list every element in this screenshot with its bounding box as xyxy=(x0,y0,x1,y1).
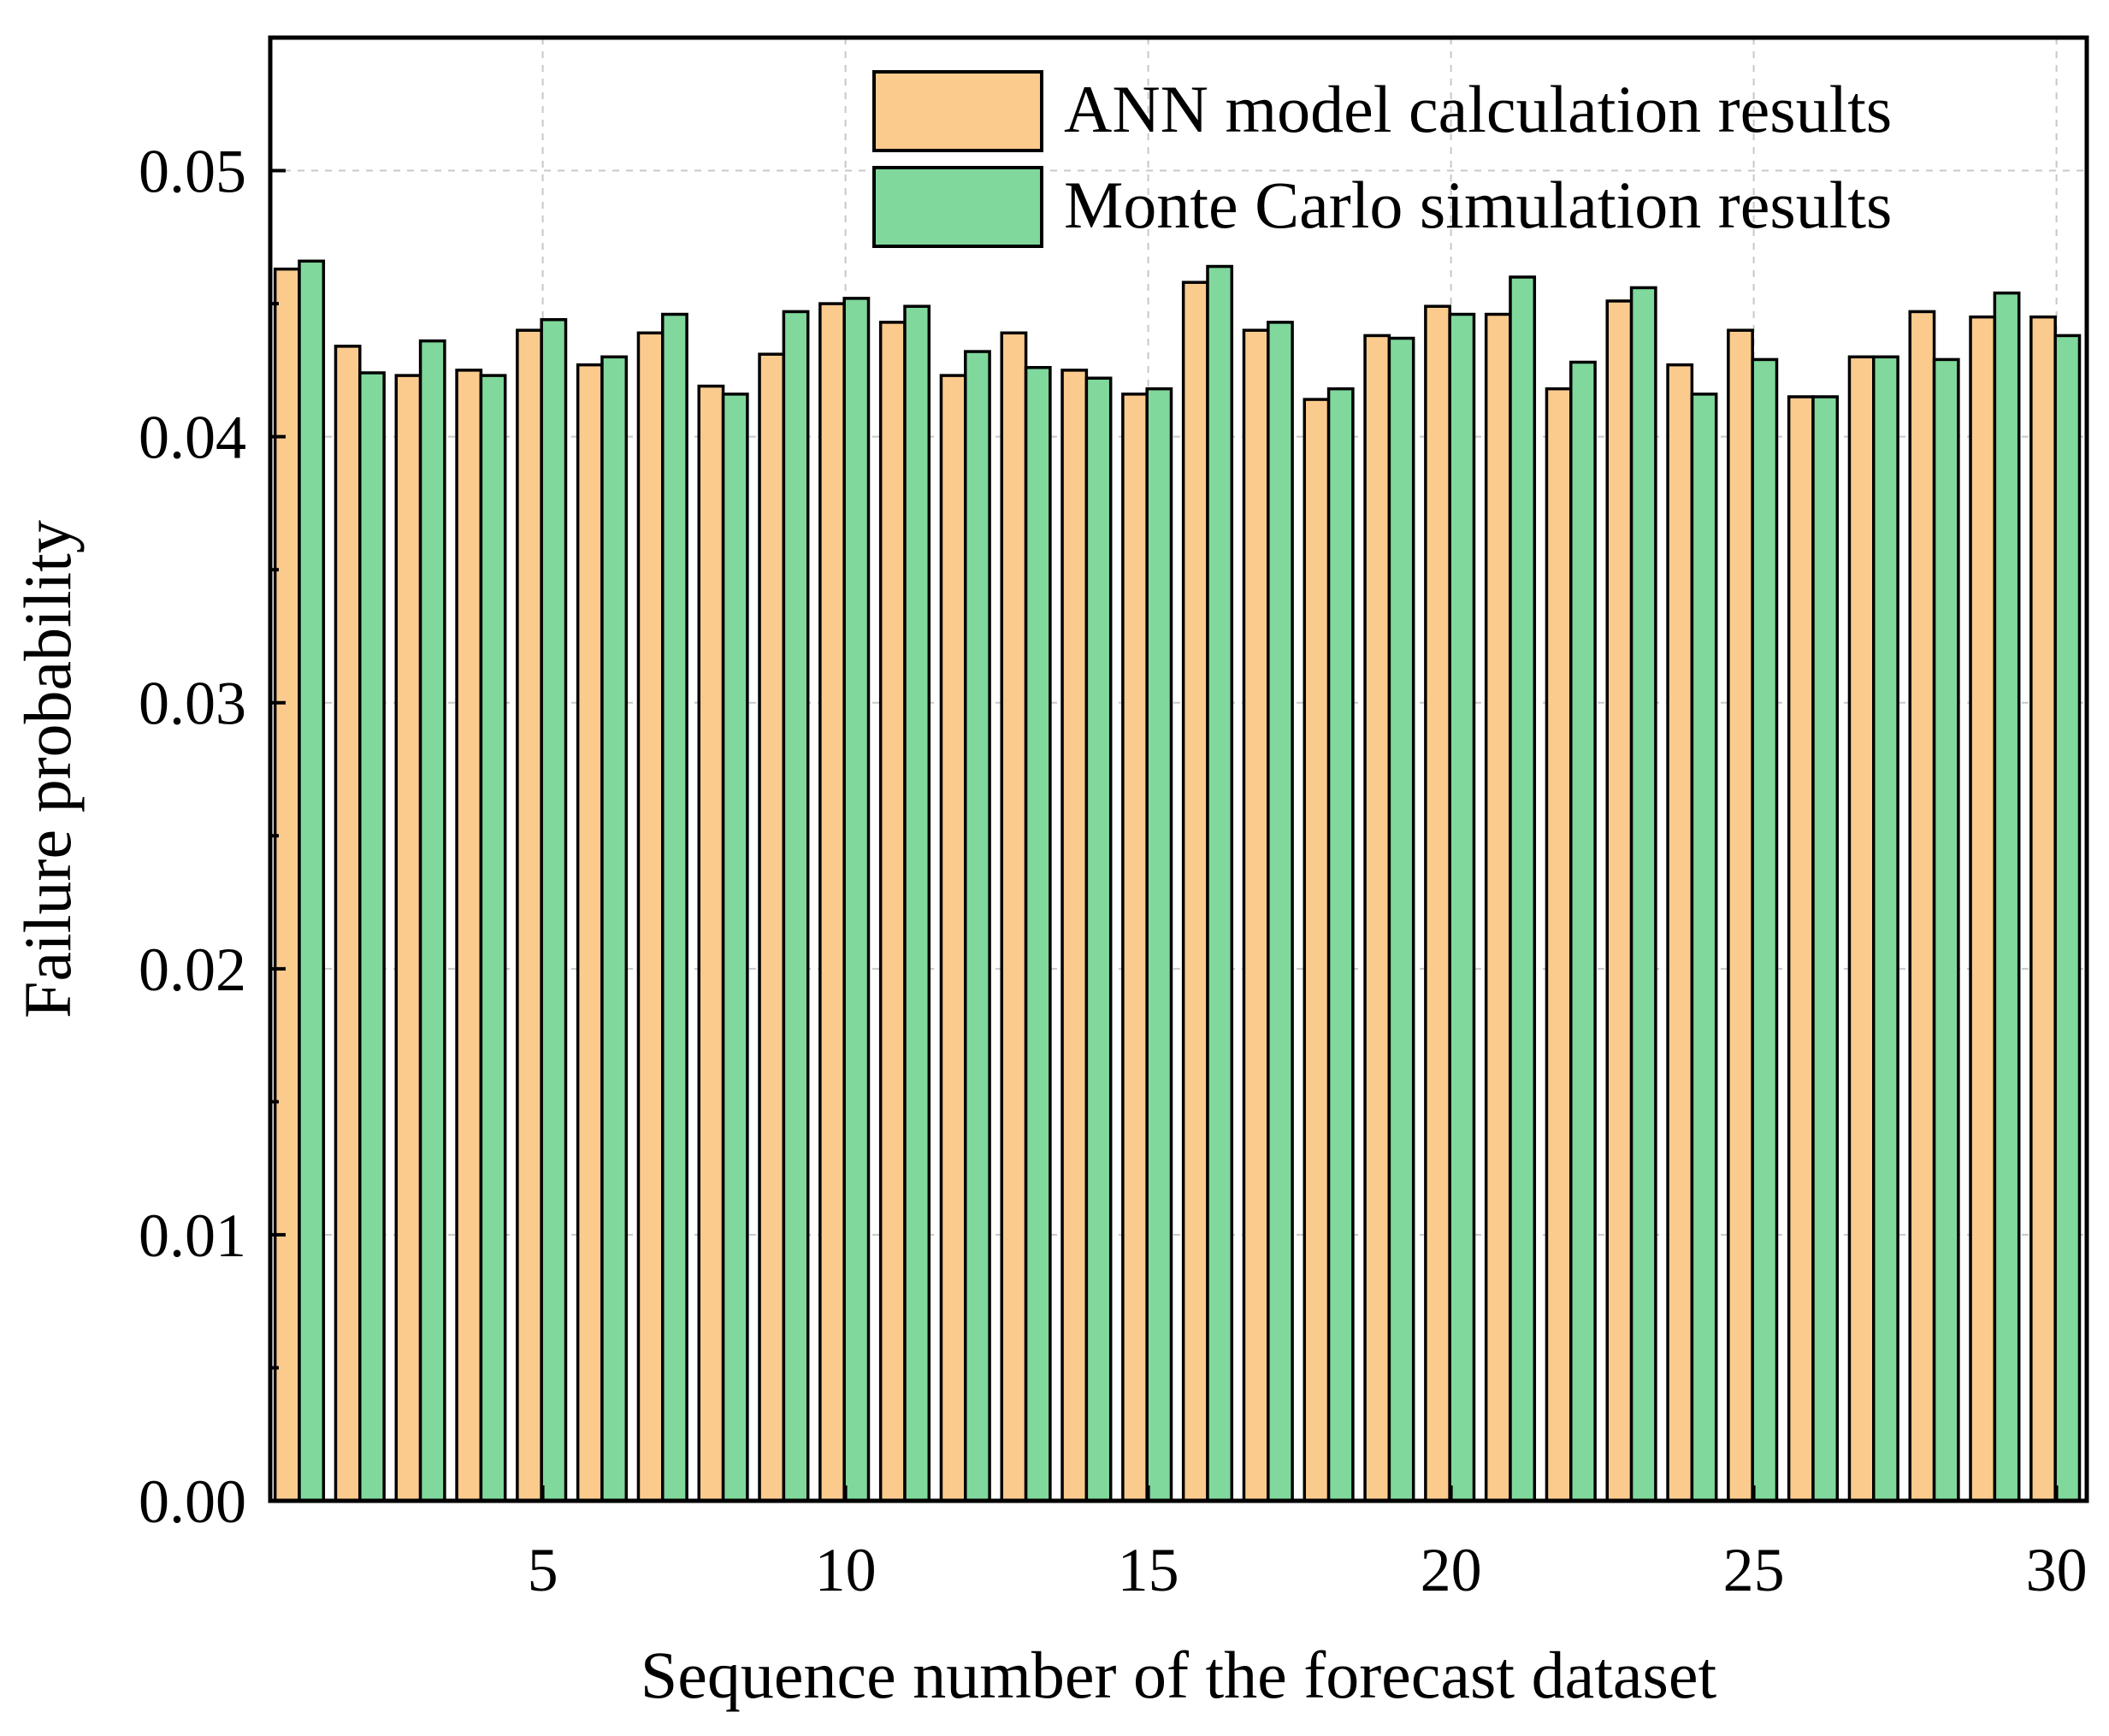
x-tick-label: 15 xyxy=(1118,1536,1179,1604)
bar-monte-carlo xyxy=(661,312,688,1503)
bar-ann xyxy=(697,384,725,1503)
bar-monte-carlo xyxy=(1326,387,1355,1503)
bar-ann xyxy=(1727,328,1754,1503)
x-tick-label: 30 xyxy=(2026,1536,2088,1604)
legend-swatch-ann xyxy=(872,70,1043,152)
bar-ann xyxy=(878,321,907,1503)
y-tick-label: 0.01 xyxy=(139,1202,246,1270)
bar-ann xyxy=(455,369,483,1503)
bar-ann xyxy=(939,374,967,1503)
y-tick-label: 0.02 xyxy=(139,936,246,1004)
bar-ann xyxy=(1363,334,1391,1503)
bars xyxy=(273,259,2082,1503)
bar-ann xyxy=(636,331,665,1503)
bar-monte-carlo xyxy=(1084,376,1113,1503)
bar-monte-carlo xyxy=(964,350,991,1503)
bar-ann xyxy=(1787,395,1815,1503)
bar-monte-carlo xyxy=(418,339,446,1503)
bar-ann xyxy=(1000,331,1028,1503)
bar-monte-carlo xyxy=(1811,395,1840,1503)
y-tick-label: 0.05 xyxy=(139,138,246,206)
legend: ANN model calculation results Monte Carl… xyxy=(872,70,1892,248)
bar-ann xyxy=(1484,312,1512,1503)
plot-frame xyxy=(268,35,2089,1503)
bar-monte-carlo xyxy=(1206,264,1234,1503)
bar-monte-carlo xyxy=(358,371,386,1503)
y-axis-title: Failure probability xyxy=(10,520,85,1019)
bar-ann xyxy=(1121,393,1149,1503)
legend-label-ann: ANN model calculation results xyxy=(1064,72,1892,146)
y-tick-label: 0.03 xyxy=(139,670,246,738)
bar-ann xyxy=(334,345,362,1503)
bar-monte-carlo xyxy=(1932,357,1960,1503)
bar-monte-carlo xyxy=(1872,355,1899,1503)
bar-ann xyxy=(758,352,786,1503)
bar-monte-carlo xyxy=(782,310,810,1503)
bar-ann xyxy=(1847,355,1876,1503)
bar-monte-carlo xyxy=(1448,312,1476,1503)
x-tick-label: 5 xyxy=(528,1536,558,1604)
x-axis-title: Sequence number of the forecast dataset xyxy=(641,1638,1717,1712)
bar-ann xyxy=(1545,387,1573,1503)
y-tick-labels: 0.00 0.01 0.02 0.03 0.04 0.05 xyxy=(139,138,246,1536)
x-tick-label: 10 xyxy=(815,1536,877,1604)
bar-ann xyxy=(1908,310,1936,1503)
bar-monte-carlo xyxy=(540,318,568,1503)
bar-monte-carlo xyxy=(1993,291,2021,1503)
bar-monte-carlo xyxy=(1145,387,1173,1503)
bar-ann xyxy=(1424,304,1451,1503)
y-tick-label: 0.00 xyxy=(139,1467,246,1536)
x-tick-label: 20 xyxy=(1421,1536,1482,1604)
bar-monte-carlo xyxy=(600,355,629,1503)
bar-monte-carlo xyxy=(2053,334,2082,1503)
legend-label-monte-carlo: Monte Carlo simulation results xyxy=(1064,168,1892,242)
bar-monte-carlo xyxy=(1751,357,1779,1503)
bar-ann xyxy=(516,328,543,1503)
bar-ann xyxy=(1181,280,1209,1503)
bar-monte-carlo xyxy=(298,259,326,1503)
bar-monte-carlo xyxy=(1267,321,1294,1503)
bar-ann xyxy=(818,302,846,1503)
x-tick-labels: 5 10 15 20 25 30 xyxy=(528,1536,2088,1604)
bar-monte-carlo xyxy=(1024,366,1052,1503)
bar-monte-carlo xyxy=(721,393,749,1503)
bar-monte-carlo xyxy=(903,304,931,1503)
axis-ticks xyxy=(270,168,2059,1503)
y-tick-label: 0.04 xyxy=(139,404,246,472)
bar-ann xyxy=(1060,369,1089,1503)
bar-monte-carlo xyxy=(1629,286,1657,1503)
bar-monte-carlo xyxy=(479,374,507,1503)
bar-monte-carlo xyxy=(1690,393,1718,1503)
bar-ann xyxy=(2029,315,2057,1503)
x-tick-label: 25 xyxy=(1723,1536,1785,1604)
bar-monte-carlo xyxy=(842,297,871,1503)
bar-monte-carlo xyxy=(1569,360,1597,1503)
bar-ann xyxy=(1242,328,1270,1503)
bar-ann xyxy=(394,374,422,1503)
bar-ann xyxy=(1969,315,1997,1503)
bar-ann xyxy=(1303,398,1331,1503)
bar-ann xyxy=(1666,363,1694,1503)
bar-ann xyxy=(273,267,301,1503)
bar-ann xyxy=(1605,299,1633,1503)
bar-monte-carlo xyxy=(1509,275,1537,1503)
legend-swatch-monte-carlo xyxy=(872,166,1043,248)
bar-ann xyxy=(576,363,604,1503)
bar-monte-carlo xyxy=(1387,336,1415,1503)
